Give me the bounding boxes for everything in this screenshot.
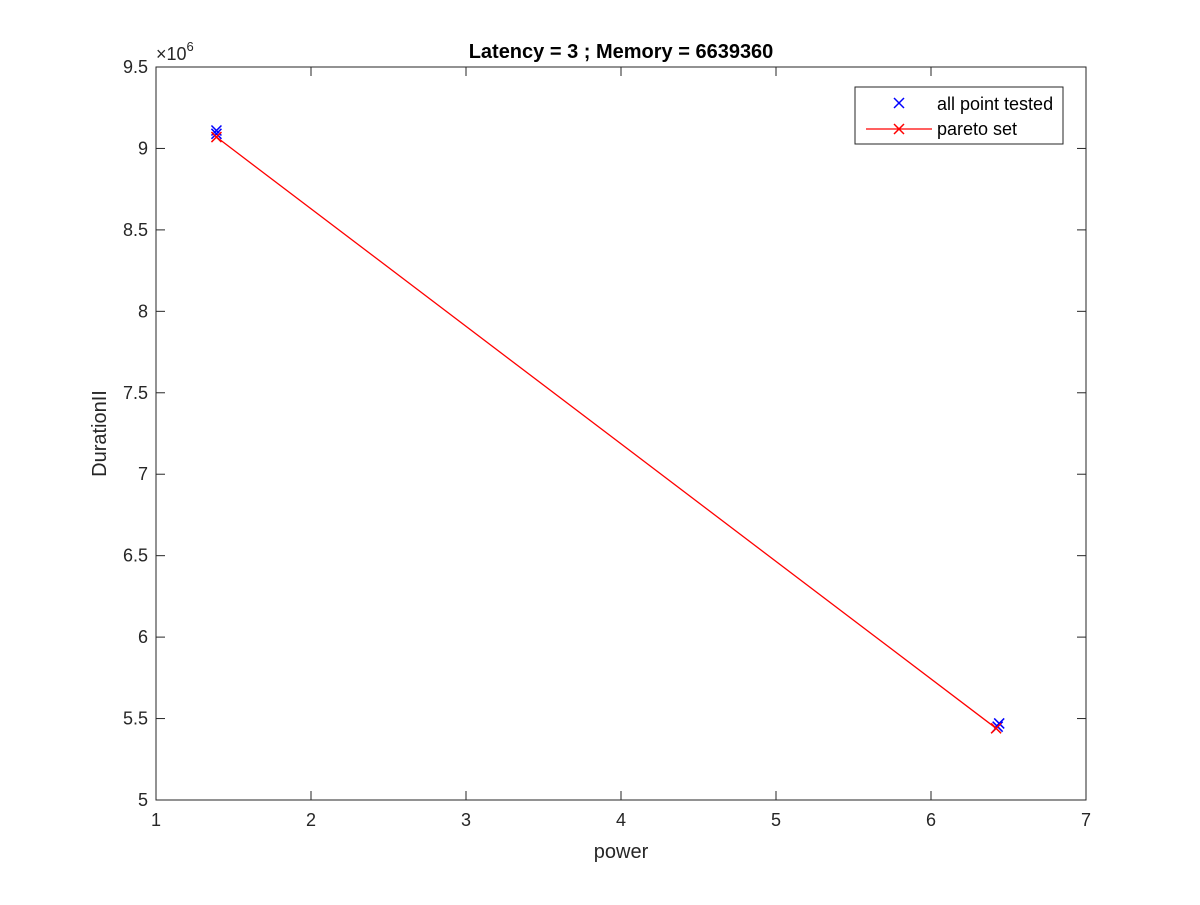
y-axis-label: DurationII (89, 390, 111, 477)
plot-area (156, 67, 1086, 800)
x-tick-label: 5 (771, 810, 781, 830)
legend-label-pareto: pareto set (937, 119, 1017, 139)
y-tick-label: 5.5 (123, 709, 148, 729)
x-tick-label: 4 (616, 810, 626, 830)
chart-title: Latency = 3 ; Memory = 6639360 (469, 41, 774, 63)
y-tick-label: 7.5 (123, 383, 148, 403)
y-tick-label: 7 (138, 464, 148, 484)
y-axis-exponent-base: ×10 (156, 44, 187, 64)
series-pareto-set (210, 131, 1002, 734)
legend-marker-all-points (893, 97, 905, 109)
y-tick-label: 8 (138, 301, 148, 321)
series-layer (210, 124, 1005, 734)
y-tick-label: 6.5 (123, 546, 148, 566)
x-tick-label: 7 (1081, 810, 1091, 830)
y-tick-label: 5 (138, 790, 148, 810)
legend-marker-pareto (893, 123, 905, 135)
pareto-line (216, 136, 997, 729)
axis-tick-labels: 1 2 3 4 5 6 7 5 5.5 6 6.5 7 7.5 8 8.5 9 9.5 (123, 57, 1091, 830)
y-axis-exponent-power: 6 (187, 39, 194, 54)
legend-box (854, 86, 1064, 145)
data-point-marker (210, 128, 222, 140)
y-tick-label: 9 (138, 138, 148, 158)
data-point-marker (990, 722, 1002, 734)
data-point-marker (210, 131, 222, 143)
axes-box (155, 66, 1087, 801)
x-tick-label: 2 (306, 810, 316, 830)
data-point-marker (993, 717, 1005, 729)
x-tick-label: 1 (151, 810, 161, 830)
legend-label-all-points: all point tested (937, 94, 1053, 114)
x-axis-label: power (594, 841, 649, 863)
x-tick-label: 6 (926, 810, 936, 830)
y-tick-label: 6 (138, 627, 148, 647)
legend: all point tested pareto set (854, 86, 1064, 145)
y-tick-label: 9.5 (123, 57, 148, 77)
y-axis-exponent: ×106 (156, 39, 194, 64)
y-tick-label: 8.5 (123, 220, 148, 240)
x-tick-label: 3 (461, 810, 471, 830)
